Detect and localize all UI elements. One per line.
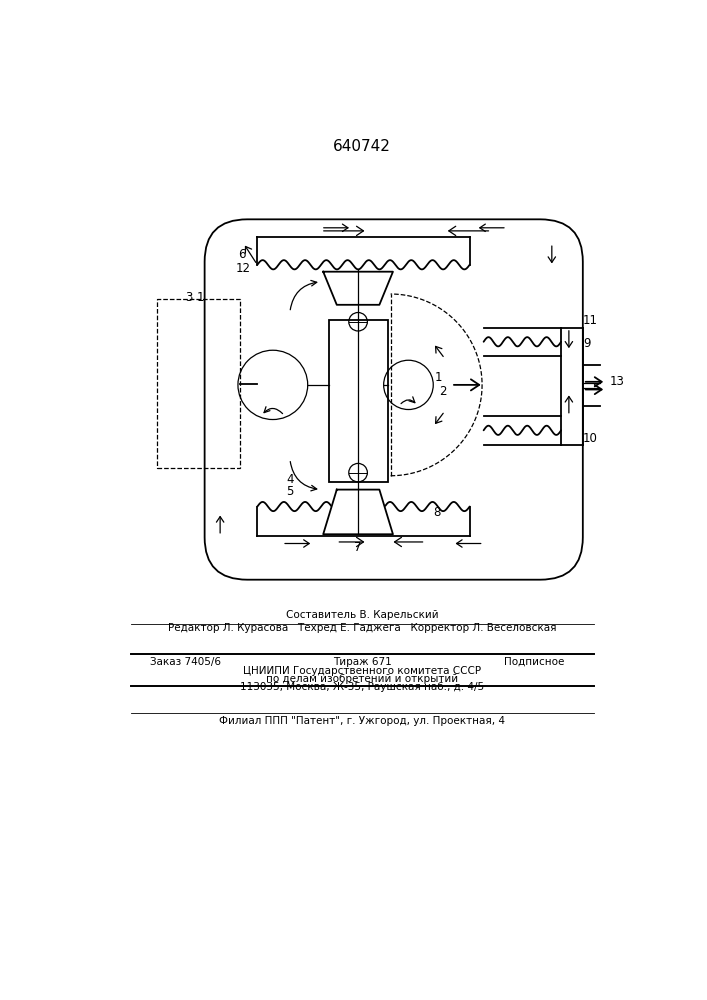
Text: Заказ 7405/6: Заказ 7405/6 <box>151 657 221 667</box>
Text: 1: 1 <box>435 371 443 384</box>
Text: 5: 5 <box>286 485 293 498</box>
Polygon shape <box>323 272 393 305</box>
Text: Подписное: Подписное <box>504 657 564 667</box>
Text: Тираж 671: Тираж 671 <box>332 657 392 667</box>
Text: 2: 2 <box>440 385 447 398</box>
Text: 8: 8 <box>433 506 440 519</box>
Text: 9: 9 <box>583 337 590 350</box>
Polygon shape <box>323 490 393 534</box>
Text: 13: 13 <box>609 375 624 388</box>
Text: 1: 1 <box>197 291 204 304</box>
Text: 11: 11 <box>583 314 598 327</box>
Text: 12: 12 <box>235 262 250 275</box>
Bar <box>329 320 387 482</box>
Text: 6: 6 <box>238 248 245 261</box>
Text: по делам изобретений и открытий: по делам изобретений и открытий <box>266 674 458 684</box>
Text: Редактор Л. Курасова   Техред Е. Гаджега   Корректор Л. Веселовская: Редактор Л. Курасова Техред Е. Гаджега К… <box>168 623 556 633</box>
Text: 640742: 640742 <box>333 139 391 154</box>
Text: 7: 7 <box>354 541 362 554</box>
Text: 3: 3 <box>185 291 192 304</box>
Text: 113035, Москва, Ж-35, Раушская наб., д. 4/5: 113035, Москва, Ж-35, Раушская наб., д. … <box>240 682 484 692</box>
Text: Составитель В. Карельский: Составитель В. Карельский <box>286 610 438 620</box>
Text: Филиал ППП "Патент", г. Ужгород, ул. Проектная, 4: Филиал ППП "Патент", г. Ужгород, ул. Про… <box>219 716 505 726</box>
Text: 10: 10 <box>583 432 597 445</box>
Bar <box>156 299 240 468</box>
Text: 4: 4 <box>286 473 293 486</box>
Text: ЦНИИПИ Государственного комитета СССР: ЦНИИПИ Государственного комитета СССР <box>243 666 481 676</box>
